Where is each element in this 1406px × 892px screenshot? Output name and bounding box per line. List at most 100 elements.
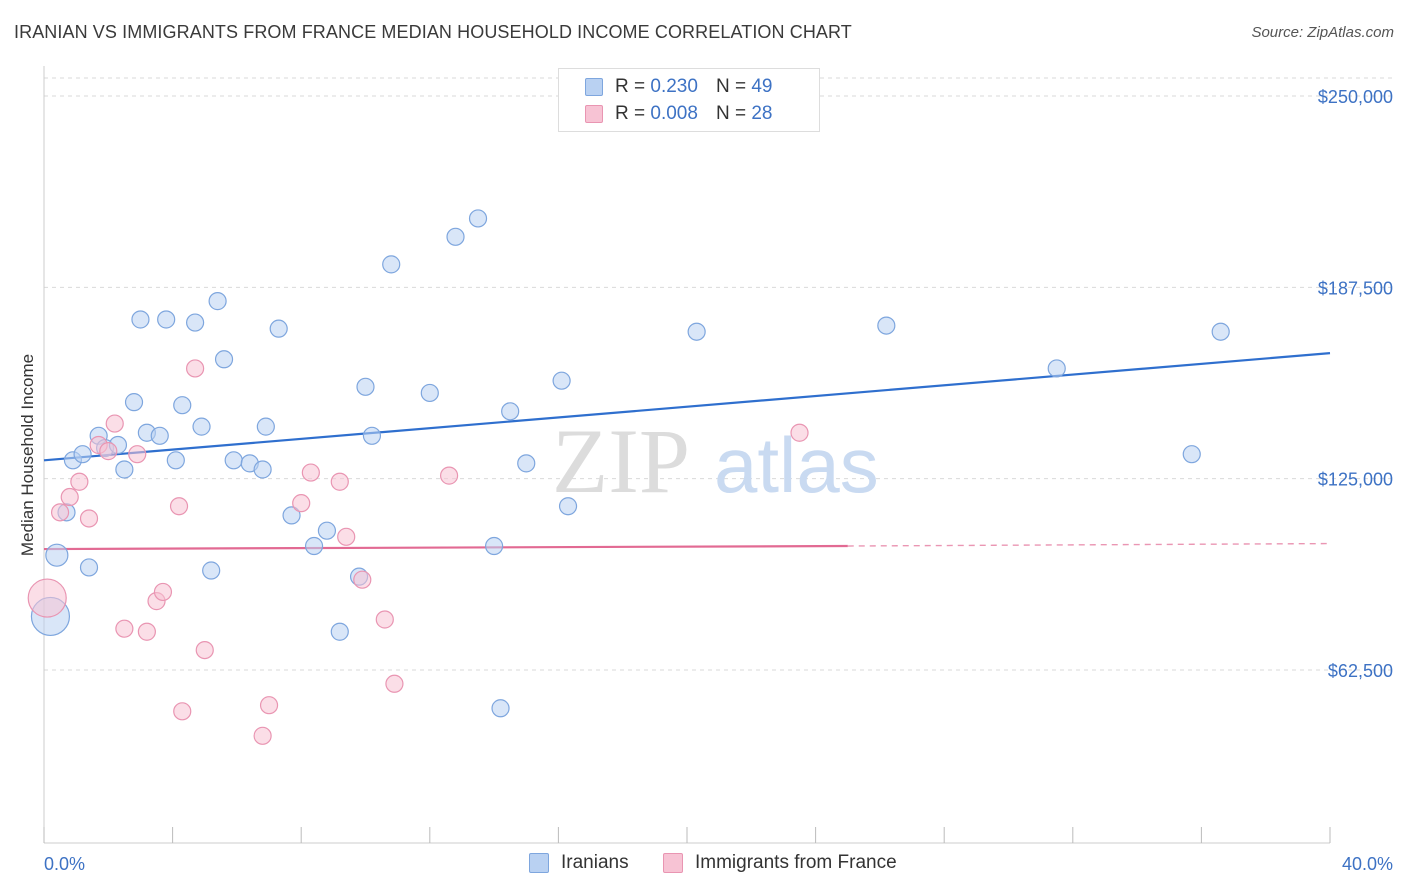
point-iranians [192, 417, 211, 436]
y-tick-label: $62,500 [1328, 661, 1393, 681]
point-iranians [330, 622, 349, 641]
legend-row-france: R = 0.008 N = 28 [585, 102, 772, 126]
bottom-legend-swatch-blue [529, 853, 549, 873]
point-iranians [877, 316, 896, 335]
legend-r-label: R = [615, 103, 646, 124]
watermark-zip: ZIP [552, 410, 690, 512]
point-iranians [317, 521, 337, 540]
trend-line-iranians [43, 352, 1331, 462]
y-tick-label: $125,000 [1318, 470, 1393, 490]
point-france [105, 414, 124, 433]
point-iranians [253, 460, 272, 479]
point-france [259, 696, 279, 715]
point-iranians [202, 561, 221, 580]
point-iranians [491, 699, 510, 718]
legend-r-value: 0.008 [650, 103, 698, 124]
legend-row-iranians: R = 0.230 N = 49 [585, 75, 772, 99]
legend-n-value: 49 [751, 76, 773, 97]
point-iranians [208, 292, 227, 311]
point-iranians [304, 536, 324, 556]
point-iranians [552, 371, 571, 390]
legend-n-label: N = [715, 76, 747, 97]
point-france [128, 445, 147, 464]
point-france [173, 702, 192, 721]
point-france [301, 463, 320, 482]
point-iranians [1047, 359, 1066, 378]
x-tick-label-min: 0.0% [44, 854, 85, 874]
point-iranians [166, 451, 185, 470]
point-iranians [256, 417, 275, 436]
point-iranians [186, 313, 205, 332]
y-axis-label: Median Household Income [18, 354, 37, 556]
point-france [99, 442, 118, 461]
point-iranians [282, 506, 301, 525]
bottom-legend-swatch-pink [663, 853, 683, 873]
trend-line-france [43, 544, 848, 551]
gridlines: $62,500 $125,000 $187,500 $250,000 [44, 77, 1395, 681]
point-iranians [356, 377, 375, 396]
watermark: ZIP atlas [552, 410, 879, 512]
y-tick-label: $250,000 [1318, 87, 1393, 107]
axes [43, 66, 1331, 844]
point-france [439, 466, 459, 485]
point-iranians [150, 426, 169, 445]
legend-n-value: 28 [751, 103, 773, 124]
point-france [253, 726, 272, 745]
point-iranians [687, 322, 706, 341]
point-france [353, 570, 372, 589]
legend-n-label: N = [715, 103, 747, 124]
data-points [27, 209, 1230, 745]
legend-swatch-blue [585, 78, 603, 96]
source-credit: Source: ZipAtlas.com [1251, 24, 1394, 41]
point-france [195, 641, 214, 660]
point-iranians [79, 558, 99, 577]
bottom-legend-france: Immigrants from France [663, 852, 897, 874]
point-france [27, 578, 67, 618]
chart-title: IRANIAN VS IMMIGRANTS FROM FRANCE MEDIAN… [14, 22, 852, 42]
point-iranians [1211, 322, 1230, 341]
point-iranians [173, 396, 192, 415]
point-france [375, 610, 394, 629]
point-iranians [269, 319, 288, 338]
point-iranians [131, 310, 150, 329]
point-iranians [501, 402, 520, 421]
point-france [137, 622, 156, 641]
bottom-legend-label: Iranians [561, 852, 629, 873]
point-iranians [157, 310, 176, 329]
legend-r-value: 0.230 [650, 76, 698, 97]
point-france [292, 494, 311, 513]
point-france [115, 619, 134, 638]
bottom-legend-label: Immigrants from France [695, 852, 897, 873]
point-france [169, 497, 189, 516]
point-iranians [420, 383, 439, 403]
point-iranians [362, 426, 382, 445]
bottom-legend-iranians: Iranians [529, 852, 629, 874]
point-france [186, 359, 205, 378]
point-iranians [214, 350, 234, 369]
point-iranians [73, 445, 92, 464]
point-france [79, 509, 99, 528]
legend-swatch-pink [585, 105, 603, 123]
point-iranians [382, 255, 401, 274]
stats-legend: R = 0.230 N = 49 R = 0.008 N = 28 [558, 68, 820, 132]
point-iranians [468, 209, 488, 228]
x-tick-label-max: 40.0% [1342, 854, 1393, 874]
y-tick-label: $187,500 [1318, 278, 1393, 298]
point-iranians [517, 454, 536, 473]
point-iranians [224, 451, 243, 470]
point-france [330, 472, 349, 491]
point-france [385, 674, 404, 693]
point-iranians [558, 497, 578, 516]
point-france [790, 423, 809, 442]
point-iranians [124, 393, 144, 412]
trend-lines [43, 352, 1331, 551]
point-iranians [446, 227, 465, 246]
point-france [337, 527, 356, 546]
point-iranians [485, 536, 504, 556]
point-iranians [115, 460, 134, 479]
point-france [60, 487, 79, 507]
point-iranians [45, 543, 69, 567]
point-france [70, 472, 89, 491]
trend-line-france-extension [847, 542, 1331, 547]
